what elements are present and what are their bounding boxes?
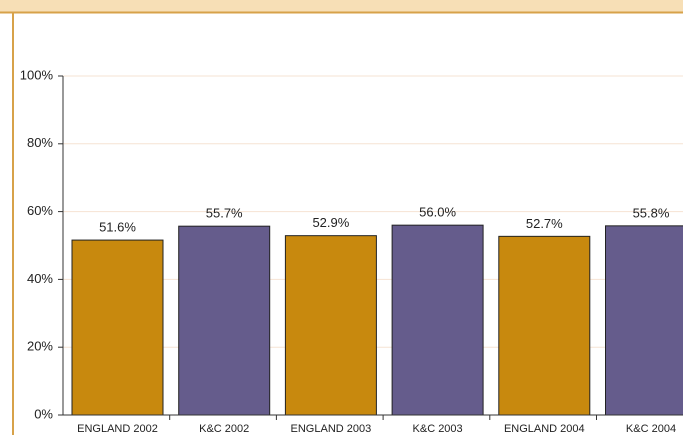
y-tick-label: 100% bbox=[20, 67, 54, 82]
bar bbox=[391, 224, 484, 416]
bar bbox=[71, 239, 164, 416]
y-tick-label: 80% bbox=[27, 135, 53, 150]
x-tick-label: K&C 2003 bbox=[413, 423, 463, 435]
y-tick-label: 20% bbox=[27, 339, 53, 354]
value-label: 55.7% bbox=[206, 206, 243, 221]
bar bbox=[605, 225, 683, 416]
x-tick-label: K&C 2002 bbox=[199, 423, 249, 435]
x-tick-label: ENGLAND 2003 bbox=[291, 423, 372, 435]
value-label: 52.9% bbox=[312, 215, 349, 230]
y-tick-label: 0% bbox=[34, 406, 53, 421]
value-label: 56.0% bbox=[419, 205, 456, 220]
y-tick-label: 60% bbox=[27, 203, 53, 218]
x-tick-label: K&C 2004 bbox=[626, 423, 676, 435]
x-tick-label: ENGLAND 2002 bbox=[77, 423, 158, 435]
y-tick-label: 40% bbox=[27, 271, 53, 286]
value-label: 51.6% bbox=[99, 220, 136, 235]
bar bbox=[498, 235, 591, 416]
value-label: 52.7% bbox=[526, 216, 563, 231]
value-label: 55.8% bbox=[633, 205, 670, 220]
bar bbox=[178, 225, 271, 416]
header-band bbox=[0, 0, 683, 12]
bar bbox=[284, 235, 377, 416]
x-tick-label: ENGLAND 2004 bbox=[504, 423, 585, 435]
